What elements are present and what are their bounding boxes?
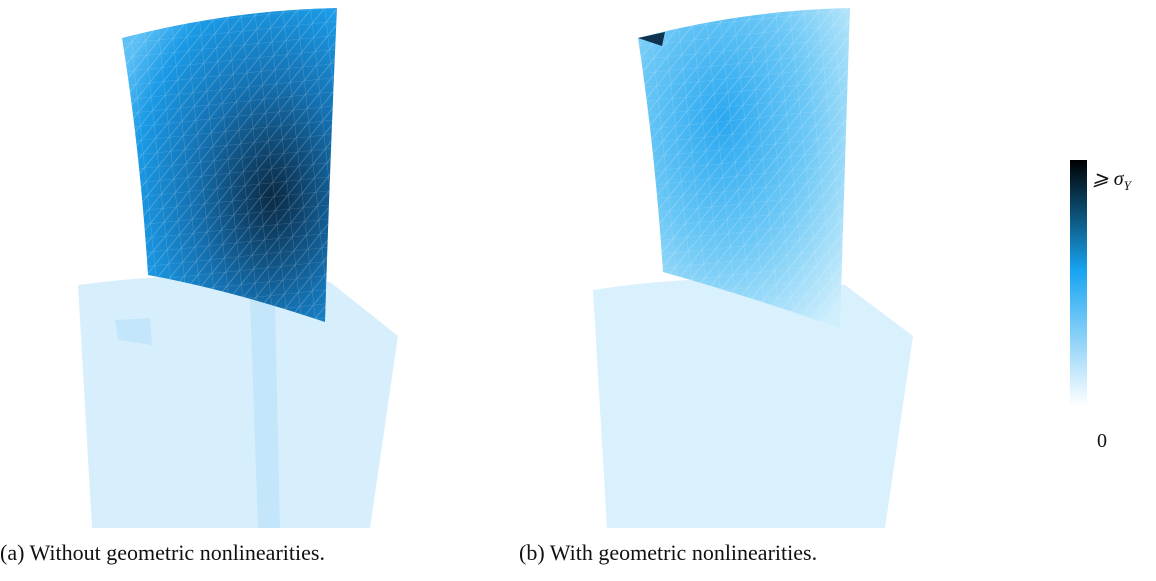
panel-a bbox=[78, 8, 398, 528]
colorbar-max-subscript: Y bbox=[1123, 178, 1131, 193]
mesh bbox=[638, 8, 850, 328]
colorbar-max-symbol: ⩾ σ bbox=[1092, 168, 1124, 190]
caption: (b) With geometric nonlinearities. bbox=[519, 540, 818, 565]
base bbox=[593, 278, 913, 528]
base-shade bbox=[115, 300, 280, 528]
caption: (a) Without geometric nonlinearities. bbox=[0, 540, 325, 565]
mesh bbox=[122, 8, 337, 322]
panel-b bbox=[593, 8, 913, 528]
blade-tip bbox=[638, 32, 665, 46]
base bbox=[78, 275, 398, 528]
colorbar-min-label: 0 bbox=[1097, 430, 1107, 452]
colorbar bbox=[1070, 160, 1087, 406]
colorbar-max-label: ⩾ σY bbox=[1092, 166, 1131, 194]
